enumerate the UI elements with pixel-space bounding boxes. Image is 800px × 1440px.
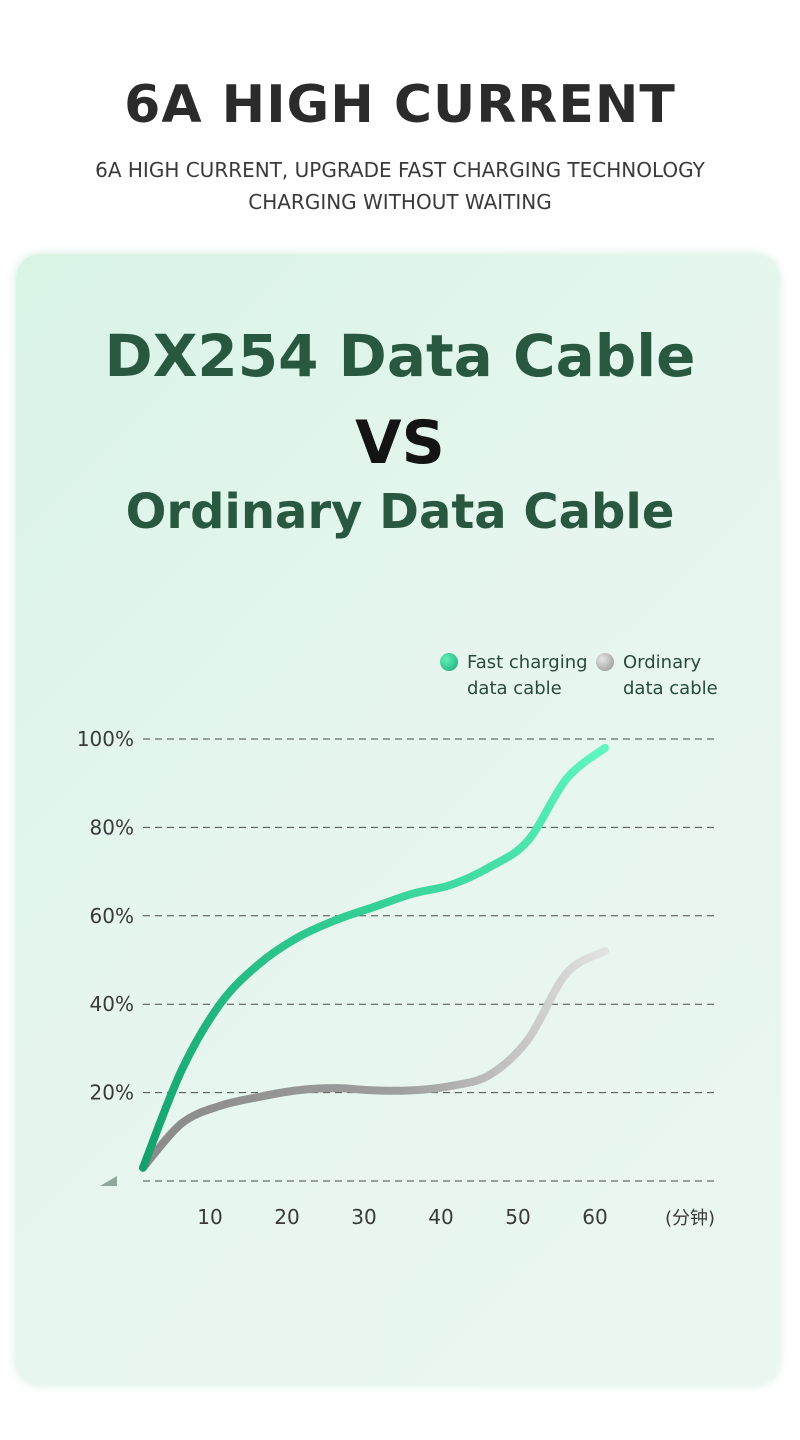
competitor-name: Ordinary Data Cable (125, 484, 675, 540)
x-tick-label: 60 (582, 1205, 607, 1229)
series-layer (139, 743, 609, 1172)
legend-fast-charging: Fast charging data cable (440, 650, 617, 702)
y-tick-label: 20% (90, 1081, 134, 1105)
subtitle-line-1: 6A HIGH CURRENT, UPGRADE FAST CHARGING T… (95, 158, 705, 182)
legend-ordinary-label-line1: Ordinary (623, 652, 702, 673)
y-axis-ticks: 20% 40% 60% 80% 100% (77, 727, 134, 1105)
x-unit-label: (分钟) (665, 1208, 715, 1229)
legend-fast-label: Fast charging data cable (467, 650, 617, 702)
product-name: DX254 Data Cable (104, 322, 696, 390)
legend-fast-label-line2: data cable (467, 678, 562, 699)
page-title: 6A HIGH CURRENT (124, 75, 676, 135)
subtitle-line-2: CHARGING WITHOUT WAITING (248, 190, 552, 214)
x-axis-ticks: 10 20 30 40 50 60 (分钟) (197, 1205, 715, 1229)
axis-corner-mark (100, 1176, 117, 1186)
x-tick-label: 50 (505, 1205, 530, 1229)
x-tick-label: 40 (428, 1205, 453, 1229)
y-tick-label: 40% (90, 992, 134, 1016)
series-fast-charging-line (139, 743, 609, 1172)
legend-fast-dot-icon (440, 653, 458, 671)
x-tick-label: 10 (197, 1205, 222, 1229)
comparison-panel (16, 254, 779, 1385)
legend-ordinary-dot-icon (596, 653, 614, 671)
legend-ordinary: Ordinary data cable (596, 650, 773, 702)
legend-ordinary-label: Ordinary data cable (623, 650, 773, 702)
y-tick-label: 80% (90, 815, 134, 839)
legend-ordinary-label-line2: data cable (623, 678, 718, 699)
y-tick-label: 100% (77, 727, 134, 751)
legend-fast-label-line1: Fast charging (467, 652, 588, 673)
versus-label: VS (355, 408, 445, 478)
series-ordinary-line (139, 947, 609, 1172)
x-tick-label: 20 (274, 1205, 299, 1229)
y-tick-label: 60% (90, 904, 134, 928)
x-tick-label: 30 (351, 1205, 376, 1229)
grid-layer (143, 738, 718, 1182)
